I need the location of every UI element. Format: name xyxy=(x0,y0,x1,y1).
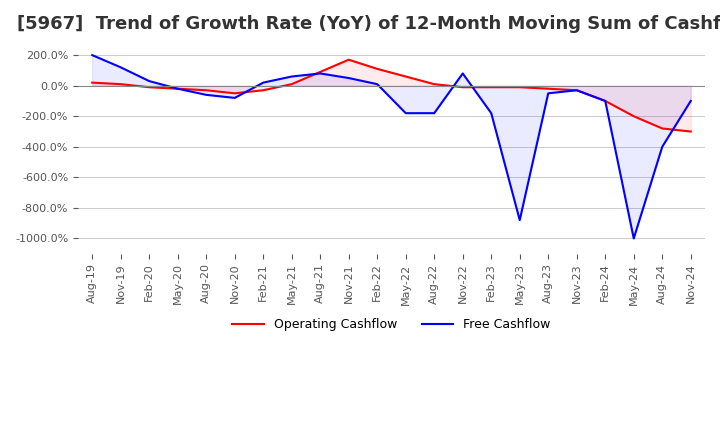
Operating Cashflow xyxy=(373,66,382,72)
Free Cashflow xyxy=(459,71,467,76)
Free Cashflow xyxy=(572,88,581,93)
Free Cashflow xyxy=(174,86,182,92)
Free Cashflow xyxy=(287,74,296,79)
Operating Cashflow xyxy=(174,86,182,92)
Operating Cashflow xyxy=(544,86,552,92)
Free Cashflow xyxy=(88,52,96,58)
Operating Cashflow xyxy=(88,80,96,85)
Operating Cashflow xyxy=(459,84,467,90)
Free Cashflow xyxy=(686,98,695,103)
Operating Cashflow xyxy=(145,84,153,90)
Operating Cashflow xyxy=(402,74,410,79)
Operating Cashflow xyxy=(430,81,438,87)
Operating Cashflow xyxy=(316,69,325,74)
Operating Cashflow xyxy=(117,81,125,87)
Free Cashflow xyxy=(230,95,239,100)
Operating Cashflow xyxy=(487,84,495,90)
Line: Operating Cashflow: Operating Cashflow xyxy=(92,60,690,132)
Free Cashflow xyxy=(202,92,210,98)
Operating Cashflow xyxy=(230,91,239,96)
Operating Cashflow xyxy=(202,88,210,93)
Free Cashflow xyxy=(601,98,610,103)
Free Cashflow xyxy=(629,236,638,241)
Operating Cashflow xyxy=(601,98,610,103)
Title: [5967]  Trend of Growth Rate (YoY) of 12-Month Moving Sum of Cashflows: [5967] Trend of Growth Rate (YoY) of 12-… xyxy=(17,15,720,33)
Free Cashflow xyxy=(259,80,268,85)
Operating Cashflow xyxy=(686,129,695,134)
Operating Cashflow xyxy=(287,81,296,87)
Free Cashflow xyxy=(373,81,382,87)
Free Cashflow xyxy=(402,110,410,116)
Operating Cashflow xyxy=(658,126,667,131)
Free Cashflow xyxy=(344,75,353,81)
Free Cashflow xyxy=(430,110,438,116)
Legend: Operating Cashflow, Free Cashflow: Operating Cashflow, Free Cashflow xyxy=(228,313,556,336)
Operating Cashflow xyxy=(259,88,268,93)
Operating Cashflow xyxy=(344,57,353,62)
Operating Cashflow xyxy=(629,114,638,119)
Line: Free Cashflow: Free Cashflow xyxy=(92,55,690,238)
Free Cashflow xyxy=(516,217,524,223)
Free Cashflow xyxy=(117,65,125,70)
Free Cashflow xyxy=(544,91,552,96)
Operating Cashflow xyxy=(572,88,581,93)
Free Cashflow xyxy=(487,110,495,116)
Free Cashflow xyxy=(658,144,667,150)
Free Cashflow xyxy=(316,71,325,76)
Operating Cashflow xyxy=(516,84,524,90)
Free Cashflow xyxy=(145,78,153,84)
